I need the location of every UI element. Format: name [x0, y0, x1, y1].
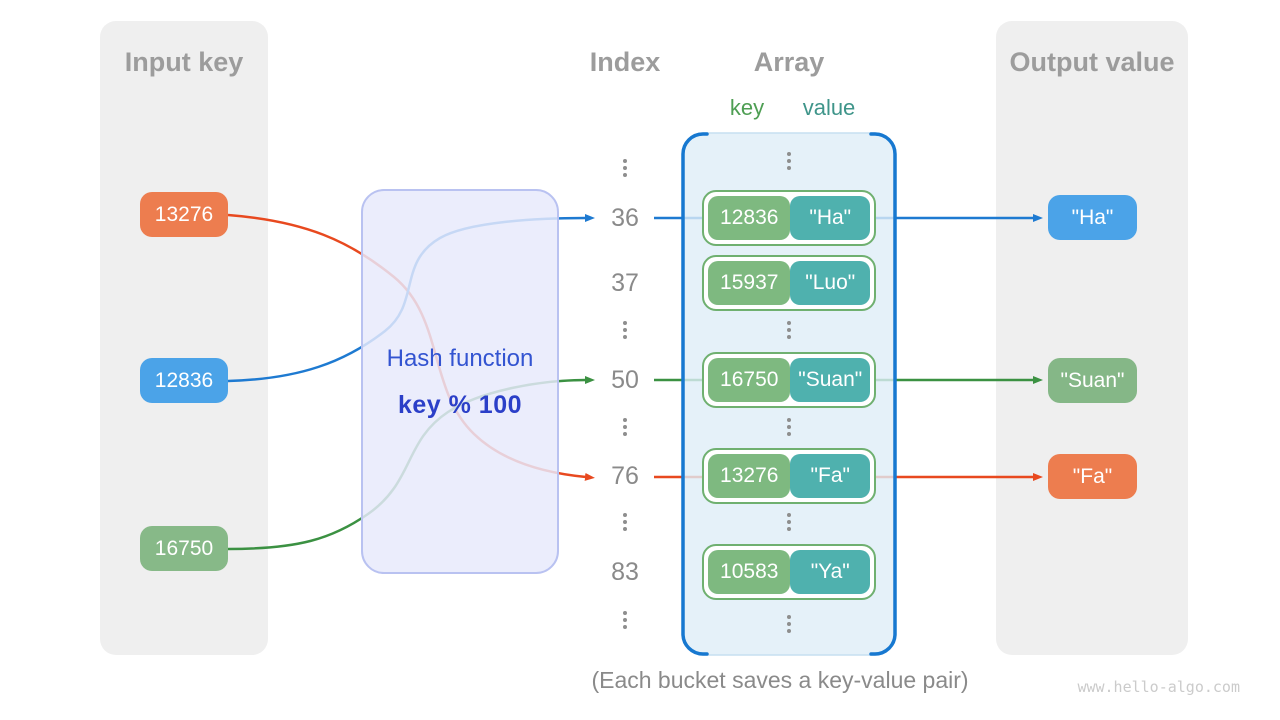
input-key-13276: 13276	[140, 192, 228, 237]
bucket-key: 16750	[708, 358, 791, 402]
bucket-value: "Ya"	[790, 550, 870, 594]
input-key-12836: 12836	[140, 358, 228, 403]
input-panel-title: Input key	[124, 47, 244, 77]
vertical-ellipsis-icon	[759, 513, 819, 531]
index-37: 37	[611, 269, 639, 297]
vertical-ellipsis-icon	[595, 611, 655, 629]
watermark: www.hello-algo.com	[1077, 678, 1240, 696]
array-bracket-right	[869, 132, 897, 656]
bucket-row: 12836 "Ha"	[702, 190, 876, 246]
output-value-suan: "Suan"	[1048, 358, 1137, 403]
array-bracket-left	[681, 132, 709, 656]
vertical-ellipsis-icon	[759, 615, 819, 633]
hash-function-formula: key % 100	[397, 391, 523, 419]
index-76: 76	[611, 462, 639, 490]
bucket-key: 13276	[708, 454, 791, 498]
index-36: 36	[611, 204, 639, 232]
output-panel-title: Output value	[1009, 47, 1175, 77]
value-header: value	[802, 95, 856, 120]
bucket-key: 12836	[708, 196, 791, 240]
vertical-ellipsis-icon	[595, 159, 655, 177]
bucket-key: 10583	[708, 550, 791, 594]
vertical-ellipsis-icon	[759, 321, 819, 339]
bucket-row: 15937 "Luo"	[702, 255, 876, 311]
array-column-title: Array	[753, 47, 825, 77]
bucket-row: 13276 "Fa"	[702, 448, 876, 504]
bucket-value: "Ha"	[790, 196, 870, 240]
vertical-ellipsis-icon	[595, 513, 655, 531]
vertical-ellipsis-icon	[595, 418, 655, 436]
vertical-ellipsis-icon	[759, 418, 819, 436]
output-value-fa: "Fa"	[1048, 454, 1137, 499]
diagram-caption: (Each bucket saves a key-value pair)	[591, 667, 969, 693]
bucket-row: 16750 "Suan"	[702, 352, 876, 408]
bucket-value: "Luo"	[790, 261, 870, 305]
hash-function-title: Hash function	[386, 345, 534, 372]
key-header: key	[729, 95, 765, 120]
vertical-ellipsis-icon	[759, 152, 819, 170]
bucket-value: "Fa"	[790, 454, 870, 498]
hash-function-box	[361, 189, 559, 574]
index-column-title: Index	[589, 47, 661, 77]
bucket-value: "Suan"	[790, 358, 870, 402]
vertical-ellipsis-icon	[595, 321, 655, 339]
bucket-key: 15937	[708, 261, 791, 305]
bucket-row: 10583 "Ya"	[702, 544, 876, 600]
output-value-panel	[996, 21, 1188, 655]
output-value-ha: "Ha"	[1048, 195, 1137, 240]
input-key-16750: 16750	[140, 526, 228, 571]
index-50: 50	[611, 366, 639, 394]
index-83: 83	[611, 558, 639, 586]
